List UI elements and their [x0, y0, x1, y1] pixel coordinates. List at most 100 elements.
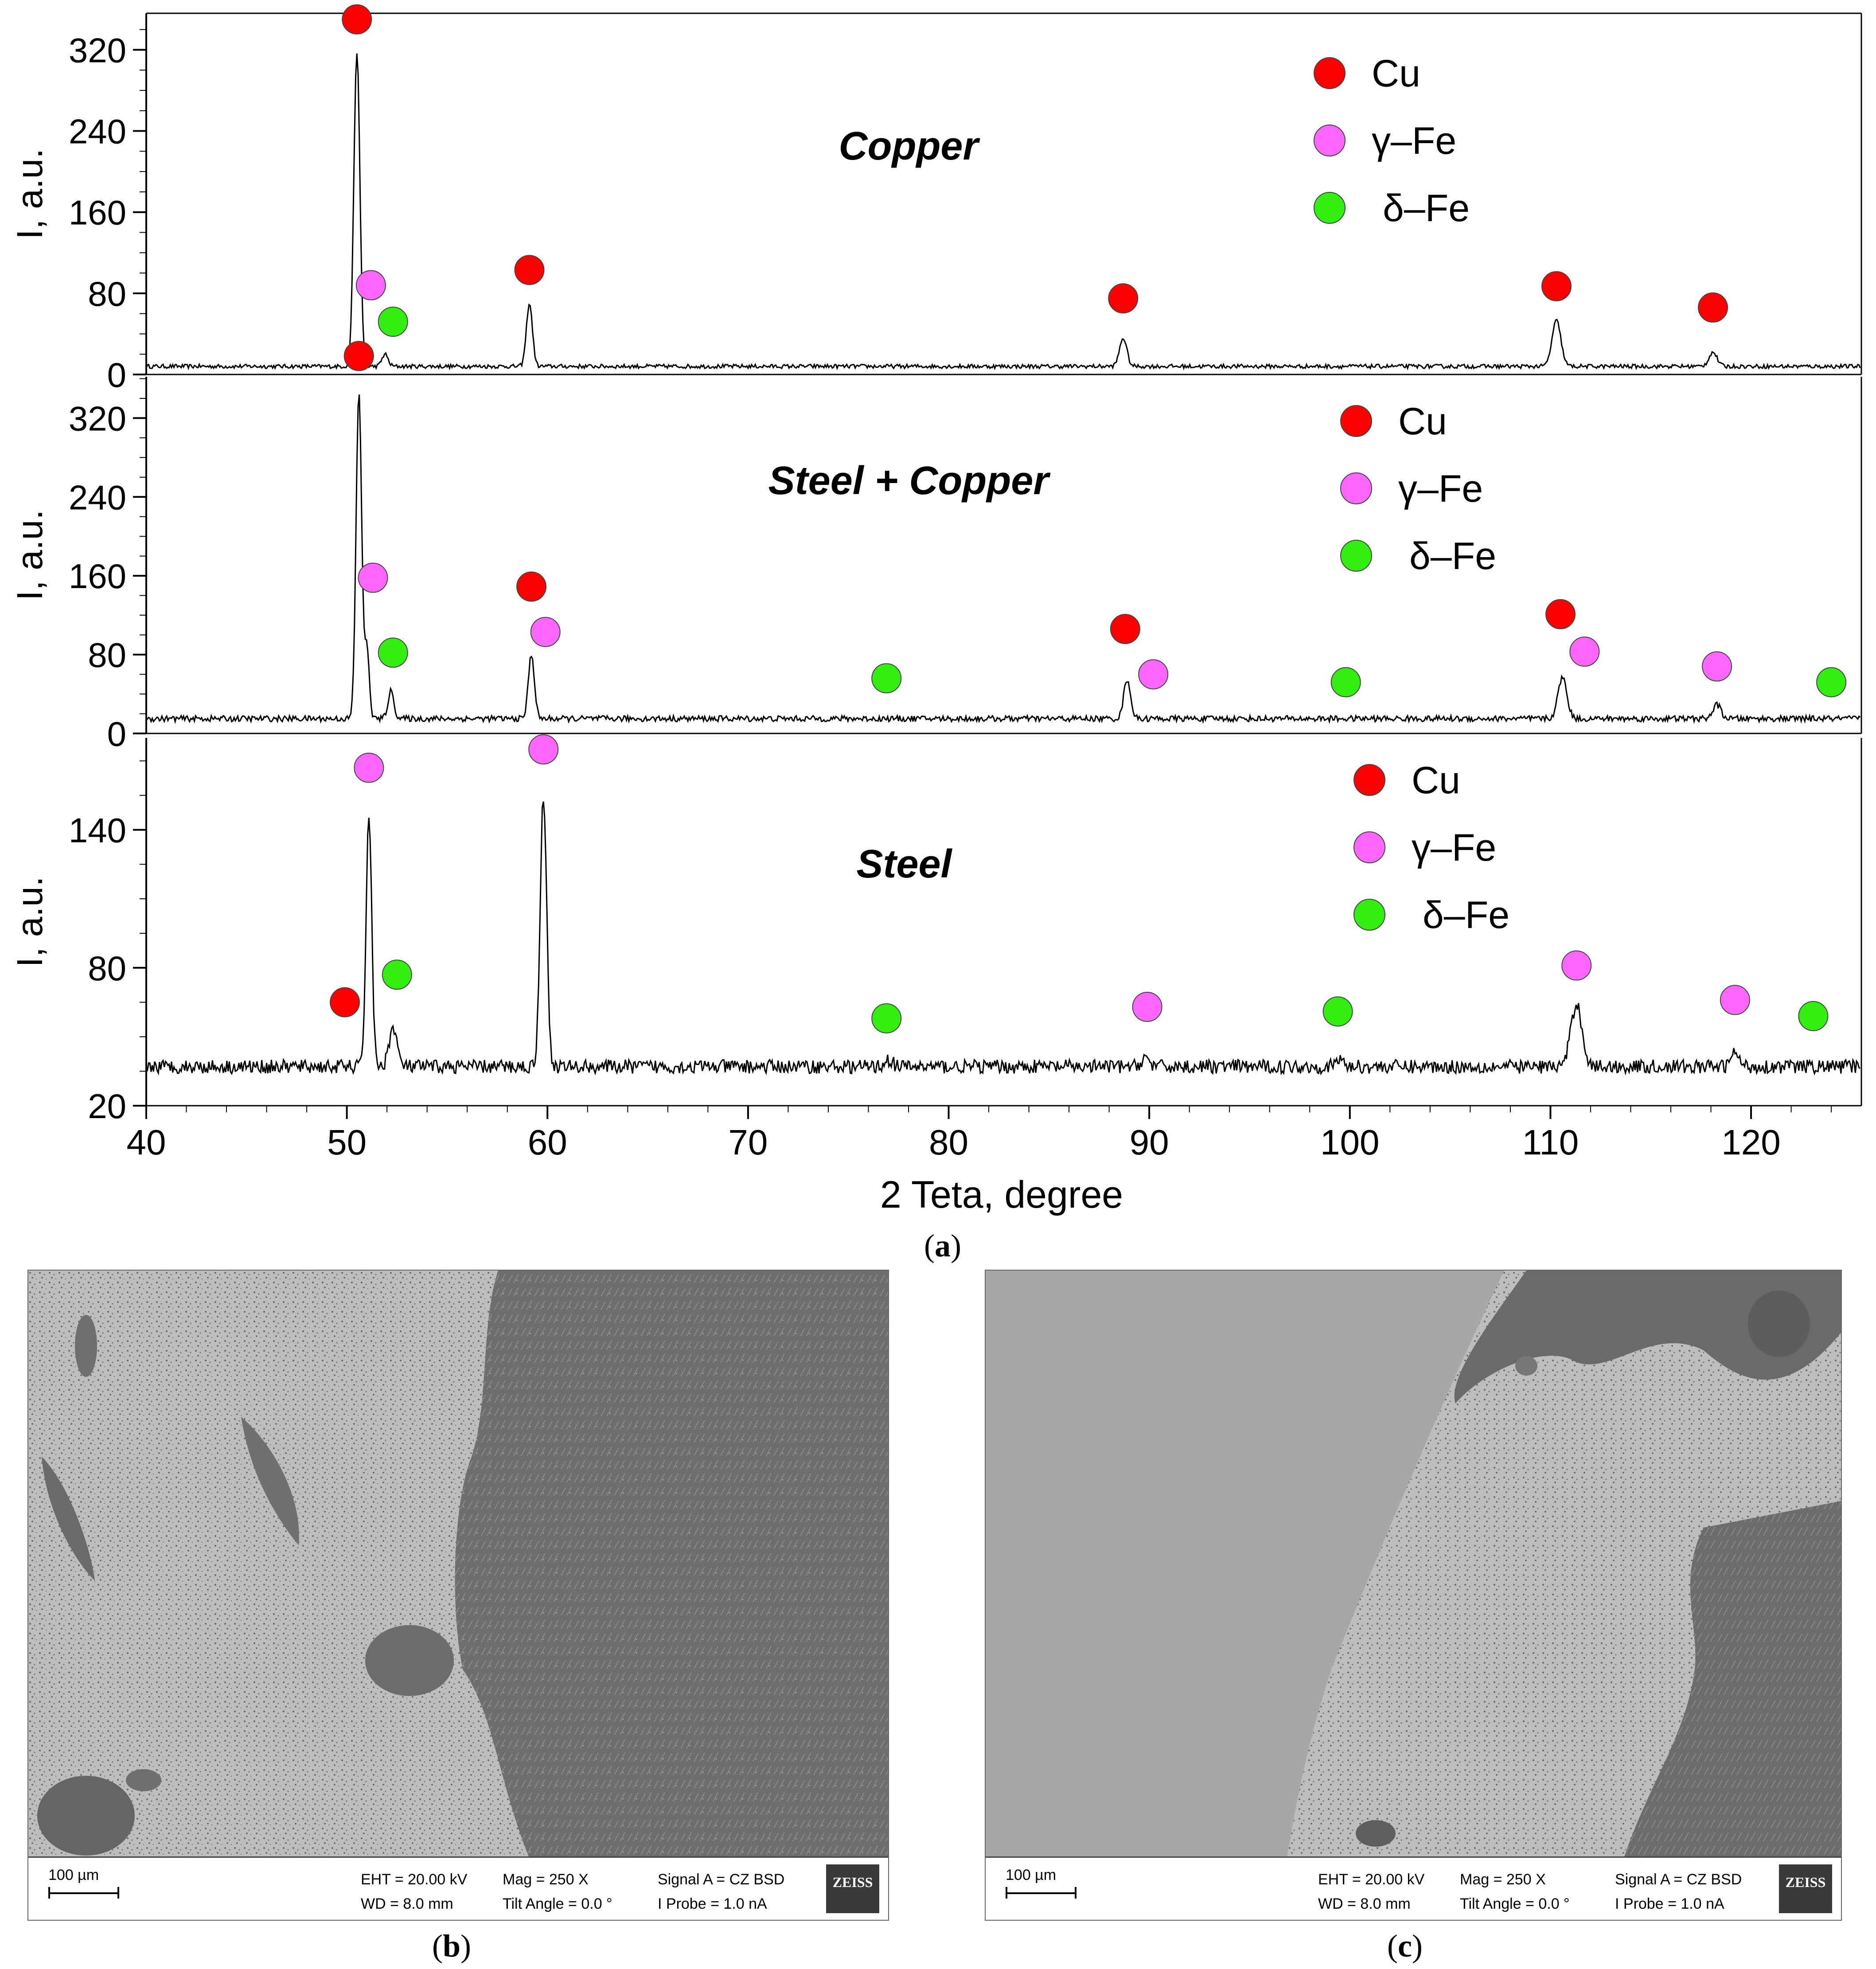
legend-label-delta_fe: δ–Fe [1409, 535, 1496, 577]
x-tick-label: 110 [1522, 1123, 1579, 1162]
eht-value: EHT = 20.00 kV [361, 1871, 468, 1888]
phase-marker-delta_fe [1816, 667, 1847, 698]
sem-image-b: 100 µm EHT = 20.00 kV WD = 8.0 mm Mag = … [27, 1270, 889, 1921]
phase-marker-cu [1545, 599, 1576, 629]
x-axis-label: 2 Teta, degree [880, 1174, 1123, 1216]
scale-bar-label: 100 µm [48, 1867, 99, 1883]
legend-marker-gamma_fe [1353, 831, 1385, 863]
legend-label-gamma_fe: γ–Fe [1398, 468, 1483, 510]
phase-marker-delta_fe [1798, 1001, 1829, 1031]
phase-marker-cu [330, 987, 360, 1018]
scale-bar-tick-left [48, 1887, 50, 1899]
y-axis-label: I, a.u. [10, 148, 50, 239]
legend-label-gamma_fe: γ–Fe [1412, 827, 1496, 869]
phase-marker-gamma_fe [528, 734, 559, 764]
sem-info-bar-c: 100 µm EHT = 20.00 kV WD = 8.0 mm Mag = … [986, 1856, 1841, 1920]
legend-marker-delta_fe [1353, 899, 1385, 931]
phase-marker-gamma_fe [1138, 659, 1169, 690]
legend-label-delta_fe: δ–Fe [1423, 894, 1509, 936]
x-tick-label: 100 [1320, 1123, 1379, 1162]
x-tick-label: 60 [528, 1123, 567, 1162]
x-tick-label: 90 [1130, 1123, 1169, 1162]
y-tick-label: 80 [88, 949, 126, 988]
legend-marker-cu [1340, 405, 1372, 437]
phase-marker-delta_fe [1330, 667, 1361, 698]
legend-marker-cu [1353, 764, 1385, 796]
x-tick-label: 120 [1721, 1123, 1780, 1162]
sem-micrograph-b [28, 1271, 888, 1858]
phase-marker-delta_fe [871, 1003, 902, 1033]
series-line [146, 394, 1861, 725]
panel-title: Copper [839, 124, 981, 168]
scale-bar [48, 1892, 119, 1894]
y-axis-label: I, a.u. [10, 510, 50, 600]
phase-marker-delta_fe [382, 959, 412, 990]
phase-marker-delta_fe [871, 663, 902, 694]
legend-marker-cu [1314, 57, 1346, 89]
panel-title: Steel [856, 842, 952, 886]
y-tick-label: 160 [69, 193, 126, 232]
legend-marker-delta_fe [1340, 540, 1372, 572]
phase-marker-delta_fe [378, 637, 408, 668]
y-tick-label: 0 [107, 714, 126, 753]
panel-title: Steel + Copper [768, 459, 1051, 503]
series-line [145, 53, 1861, 370]
phase-marker-cu [1698, 292, 1728, 323]
caption-a: (a) [924, 1228, 961, 1263]
x-tick-label: 40 [127, 1123, 166, 1162]
phase-marker-delta_fe [1322, 996, 1353, 1027]
wd-value: WD = 8.0 mm [361, 1895, 453, 1912]
tilt-value: Tilt Angle = 0.0 ° [503, 1895, 612, 1912]
signal-value: Signal A = CZ BSD [658, 1871, 785, 1888]
scale-bar-tick-right [117, 1887, 119, 1899]
x-tick-label: 80 [929, 1123, 968, 1162]
y-tick-label: 240 [69, 112, 126, 151]
caption-b: (b) [432, 1928, 472, 1964]
mag-value: Mag = 250 X [503, 1871, 589, 1888]
sem-micrograph-c [986, 1271, 1841, 1858]
phase-marker-cu [514, 255, 545, 285]
sem-image-c: 100 µm EHT = 20.00 kV WD = 8.0 mm Mag = … [985, 1270, 1842, 1921]
phase-marker-cu [516, 571, 547, 602]
phase-marker-gamma_fe [354, 753, 384, 783]
phase-marker-cu [1110, 614, 1140, 644]
phase-marker-gamma_fe [355, 270, 386, 300]
scale-bar-tick-left [1006, 1887, 1007, 1899]
y-tick-label: 320 [69, 399, 126, 438]
y-tick-label: 160 [69, 557, 126, 596]
probe-value: I Probe = 1.0 nA [658, 1895, 767, 1912]
scale-bar [1006, 1892, 1076, 1894]
y-tick-label: 80 [88, 636, 126, 675]
legend-label-cu: Cu [1412, 759, 1460, 802]
y-tick-label: 0 [107, 355, 126, 394]
phase-marker-delta_fe [378, 306, 408, 337]
zeiss-logo: ZEISS [826, 1864, 879, 1913]
signal-value: Signal A = CZ BSD [1615, 1871, 1742, 1888]
wd-value: WD = 8.0 mm [1318, 1895, 1411, 1912]
legend-marker-delta_fe [1314, 192, 1346, 224]
phase-marker-cu [342, 4, 372, 35]
scale-bar-tick-right [1075, 1887, 1076, 1899]
y-axis-label: I, a.u. [10, 876, 50, 967]
x-tick-label: 70 [728, 1123, 768, 1162]
x-tick-label: 50 [327, 1123, 367, 1162]
phase-marker-gamma_fe [1720, 985, 1750, 1015]
legend-marker-gamma_fe [1340, 472, 1372, 504]
phase-marker-gamma_fe [1561, 950, 1592, 981]
legend-marker-gamma_fe [1314, 125, 1346, 156]
legend-label-delta_fe: δ–Fe [1383, 187, 1470, 230]
phase-marker-gamma_fe [530, 616, 561, 647]
y-tick-label: 20 [88, 1087, 126, 1126]
phase-marker-gamma_fe [1132, 991, 1162, 1022]
phase-marker-cu [343, 341, 374, 371]
zeiss-logo: ZEISS [1779, 1864, 1832, 1913]
mag-value: Mag = 250 X [1460, 1871, 1546, 1888]
phase-marker-gamma_fe [1702, 651, 1732, 682]
xrd-chart: 0 80 160 240 320 I, a.u. Copper Cu γ–Fe δ–Fe 0 80 16… [10, 4, 1862, 1216]
sem-info-bar-b: 100 µm EHT = 20.00 kV WD = 8.0 mm Mag = … [28, 1856, 888, 1920]
phase-marker-gamma_fe [358, 562, 388, 593]
legend-label-gamma_fe: γ–Fe [1372, 120, 1456, 162]
scale-bar-label: 100 µm [1006, 1867, 1057, 1883]
legend-label-cu: Cu [1398, 400, 1447, 443]
